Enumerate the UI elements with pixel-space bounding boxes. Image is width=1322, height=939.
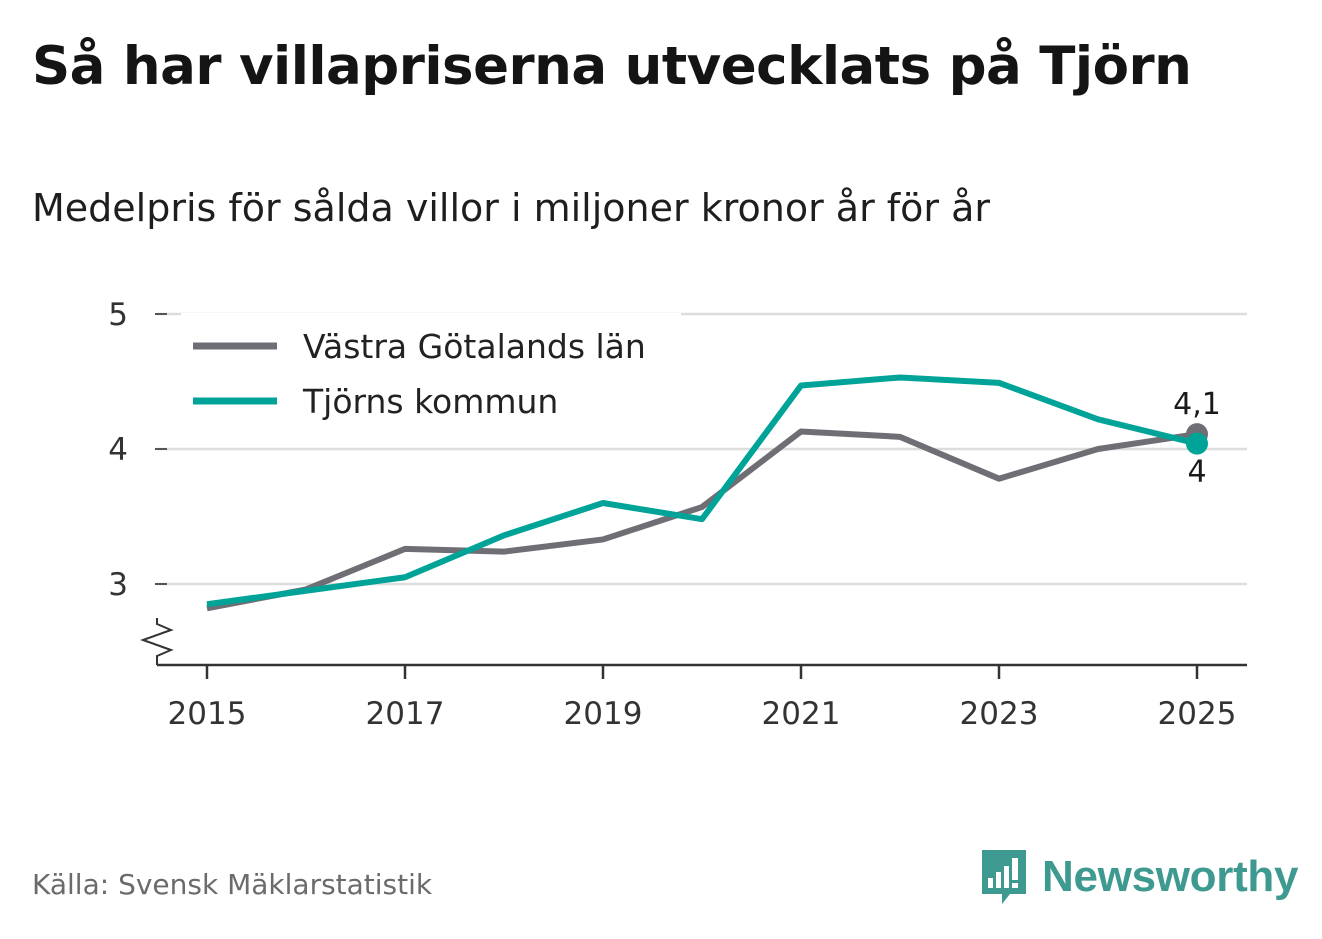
series-line-1	[206, 374, 1198, 608]
legend-label-1: Tjörns kommun	[302, 382, 558, 421]
legend: Västra Götalands län Tjörns kommun	[181, 313, 681, 435]
legend-background	[181, 313, 681, 435]
x-tick-label: 2017	[366, 696, 445, 732]
chart-subtitle: Medelpris för sålda villor i miljoner kr…	[32, 186, 991, 230]
end-labels: 4,14	[1173, 387, 1221, 489]
end-label-1: 4	[1187, 455, 1206, 490]
end-label-0: 4,1	[1173, 387, 1221, 422]
axes: 3 4 5 2015 2017 2019 2021 2023 2025	[108, 297, 1247, 732]
x-tick-label: 2025	[1158, 696, 1237, 732]
series-line-0	[206, 428, 1198, 612]
chart-title: Så har villapriserna utvecklats på Tjörn	[32, 36, 1192, 97]
x-tick-label: 2023	[960, 696, 1039, 732]
y-tick-label: 5	[108, 297, 128, 333]
x-tick-label: 2019	[564, 696, 643, 732]
axis-break-icon	[140, 618, 174, 665]
newsworthy-logo: Newsworthy	[980, 848, 1298, 906]
y-tick-label: 4	[108, 432, 128, 468]
newsworthy-icon	[982, 850, 1026, 904]
source-note: Källa: Svensk Mäklarstatistik	[32, 868, 433, 901]
brand-name: Newsworthy	[1042, 852, 1299, 901]
y-tick-label: 3	[108, 567, 128, 603]
end-dot-1	[1186, 432, 1208, 455]
x-tick-label: 2021	[762, 696, 841, 732]
series-lines	[206, 374, 1208, 612]
legend-label-0: Västra Götalands län	[303, 327, 646, 366]
x-tick-label: 2015	[168, 696, 247, 732]
